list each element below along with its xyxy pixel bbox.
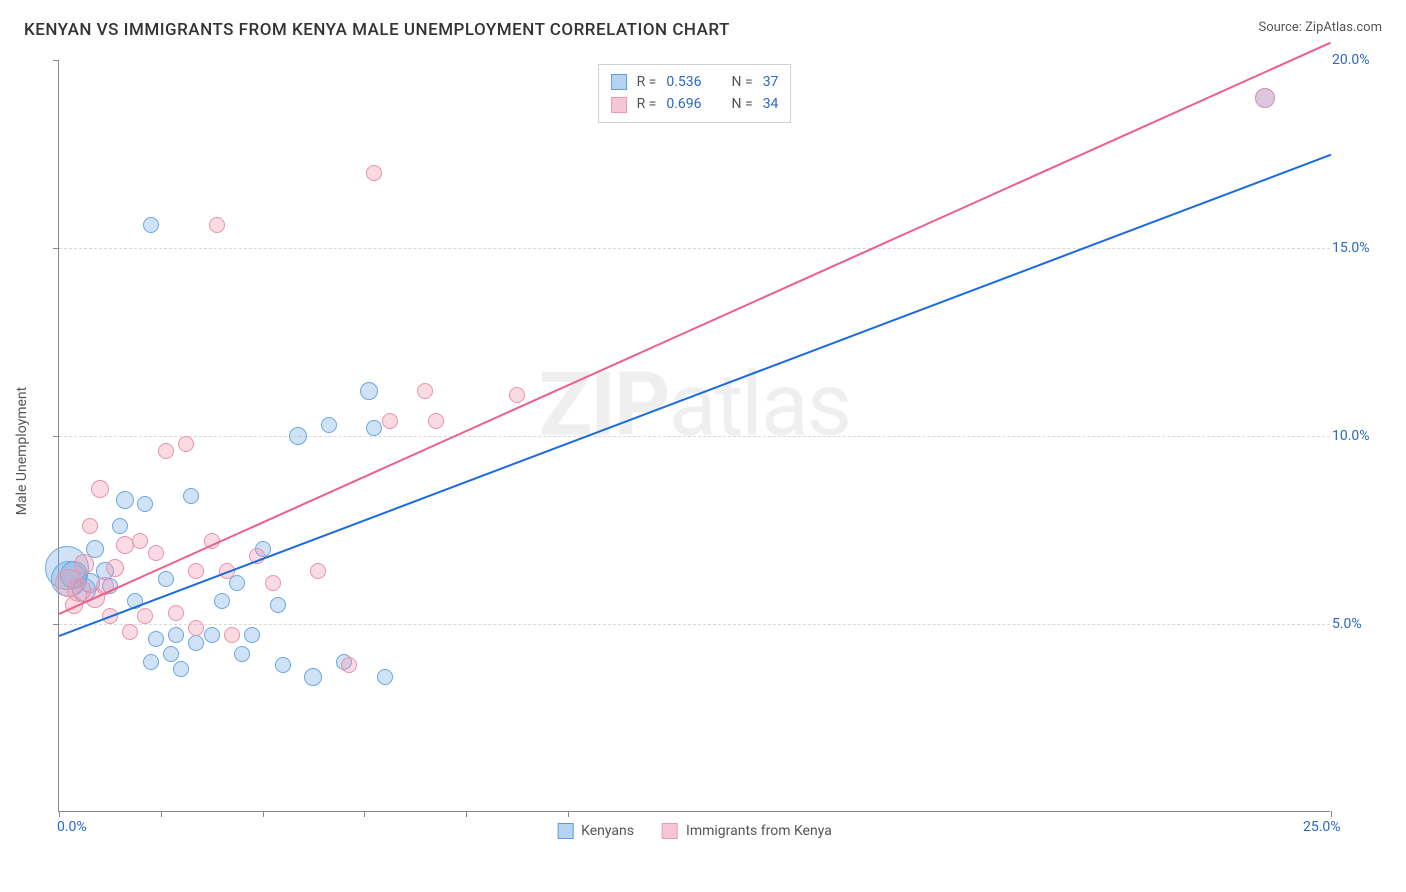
gridline: [59, 624, 1330, 625]
scatter-point: [270, 597, 286, 613]
chart-header: KENYAN VS IMMIGRANTS FROM KENYA MALE UNE…: [0, 0, 1406, 48]
scatter-point: [304, 668, 322, 686]
scatter-point: [1255, 88, 1275, 108]
watermark: ZIPatlas: [539, 354, 850, 457]
swatch-pink: [662, 823, 678, 839]
gridline: [59, 436, 1330, 437]
scatter-point: [244, 627, 260, 643]
series-legend: Kenyans Immigrants from Kenya: [557, 823, 832, 839]
scatter-point: [173, 661, 189, 677]
scatter-point: [209, 217, 225, 233]
scatter-point: [183, 488, 199, 504]
scatter-point: [132, 533, 148, 549]
xtick-label: 0.0%: [57, 819, 87, 835]
ytick-label: 20.0%: [1332, 52, 1370, 68]
source-attribution: Source: ZipAtlas.com: [1258, 20, 1382, 35]
legend-item-immigrants: Immigrants from Kenya: [662, 823, 832, 839]
scatter-point: [310, 563, 326, 579]
r-label: R =: [637, 71, 657, 93]
scatter-point: [188, 635, 204, 651]
scatter-point: [188, 563, 204, 579]
scatter-point: [214, 593, 230, 609]
scatter-point: [91, 480, 109, 498]
scatter-point: [275, 657, 291, 673]
scatter-point: [428, 413, 444, 429]
scatter-point: [74, 554, 94, 574]
scatter-point: [321, 417, 337, 433]
plot-area: ZIPatlas R = 0.536 N = 37 R = 0.696 N = …: [58, 60, 1330, 812]
scatter-point: [148, 545, 164, 561]
scatter-point: [360, 382, 378, 400]
scatter-point: [116, 536, 134, 554]
stats-legend: R = 0.536 N = 37 R = 0.696 N = 34: [598, 64, 792, 123]
scatter-point: [158, 571, 174, 587]
scatter-point: [417, 383, 433, 399]
legend-label: Immigrants from Kenya: [686, 823, 832, 839]
scatter-point: [122, 624, 138, 640]
legend-label: Kenyans: [581, 823, 634, 839]
scatter-point: [224, 627, 240, 643]
swatch-blue: [611, 74, 627, 90]
scatter-point: [178, 436, 194, 452]
source-name: ZipAtlas.com: [1305, 20, 1382, 35]
swatch-blue: [557, 823, 573, 839]
scatter-point: [148, 631, 164, 647]
n-value: 37: [763, 71, 779, 93]
scatter-point: [168, 627, 184, 643]
scatter-point: [112, 518, 128, 534]
scatter-point: [265, 575, 281, 591]
scatter-point: [509, 387, 525, 403]
scatter-point: [168, 605, 184, 621]
scatter-point: [289, 427, 307, 445]
trendline: [59, 41, 1332, 614]
scatter-point: [143, 217, 159, 233]
y-axis-label: Male Unemployment: [14, 387, 30, 515]
r-label: R =: [637, 93, 657, 115]
scatter-point: [116, 491, 134, 509]
stats-row-1: R = 0.536 N = 37: [611, 71, 779, 93]
scatter-point: [158, 443, 174, 459]
legend-item-kenyans: Kenyans: [557, 823, 634, 839]
ytick-label: 10.0%: [1332, 428, 1370, 444]
swatch-pink: [611, 97, 627, 113]
scatter-point: [341, 657, 357, 673]
n-value: 34: [763, 93, 779, 115]
scatter-point: [234, 646, 250, 662]
scatter-point: [82, 518, 98, 534]
n-label: N =: [732, 71, 753, 93]
scatter-point: [188, 620, 204, 636]
scatter-point: [366, 165, 382, 181]
ytick-label: 15.0%: [1332, 240, 1370, 256]
chart-title: KENYAN VS IMMIGRANTS FROM KENYA MALE UNE…: [24, 20, 730, 40]
scatter-point: [163, 646, 179, 662]
trendline: [59, 154, 1332, 637]
r-value: 0.536: [666, 71, 701, 93]
r-value: 0.696: [666, 93, 701, 115]
scatter-point: [366, 420, 382, 436]
stats-row-2: R = 0.696 N = 34: [611, 93, 779, 115]
scatter-point: [382, 413, 398, 429]
gridline: [59, 248, 1330, 249]
scatter-point: [106, 559, 124, 577]
n-label: N =: [732, 93, 753, 115]
xtick-label: 25.0%: [1303, 819, 1341, 835]
scatter-point: [143, 654, 159, 670]
scatter-point: [137, 496, 153, 512]
scatter-point: [204, 627, 220, 643]
scatter-point: [137, 608, 153, 624]
ytick-label: 5.0%: [1332, 616, 1362, 632]
chart-container: Male Unemployment ZIPatlas R = 0.536 N =…: [58, 60, 1378, 842]
scatter-point: [377, 669, 393, 685]
source-prefix: Source:: [1258, 20, 1305, 35]
